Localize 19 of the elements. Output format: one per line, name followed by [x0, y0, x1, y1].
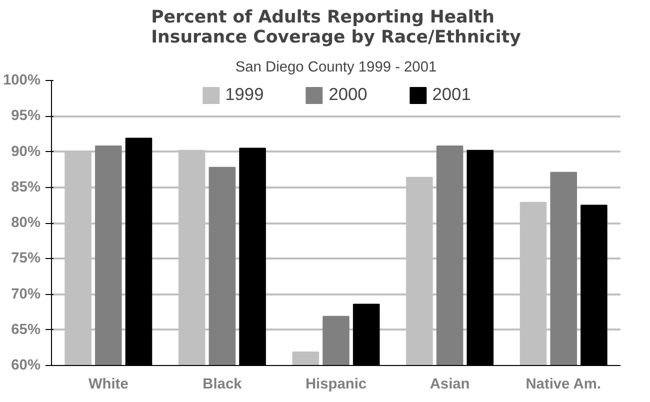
y-tick-label: 80% — [11, 215, 41, 231]
y-tick-label: 85% — [11, 179, 41, 196]
y-tick-label: 90% — [11, 144, 41, 160]
legend-label: 2001 — [432, 84, 471, 105]
chart-title: Percent of Adults Reporting Health Insurance Coverage by Race/Ethnicity — [151, 8, 521, 48]
legend-label: 1999 — [225, 84, 264, 105]
x-tick-label: White — [88, 376, 128, 392]
y-tick-label: 65% — [11, 322, 41, 338]
x-tick-label: Asian — [430, 376, 470, 392]
x-tick-label: Hispanic — [305, 376, 367, 392]
y-tick-label: 70% — [11, 286, 41, 302]
y-tick-label: 60% — [11, 358, 41, 374]
x-tick-label: Black — [202, 376, 243, 392]
chart-subtitle: San Diego County 1999 - 2001 — [235, 60, 437, 76]
y-tick-label: 100% — [3, 72, 41, 88]
y-tick-label: 75% — [11, 250, 41, 267]
y-tick-label: 95% — [11, 108, 41, 124]
legend-label: 2000 — [328, 84, 368, 105]
x-tick-label: Native Am. — [526, 376, 601, 392]
